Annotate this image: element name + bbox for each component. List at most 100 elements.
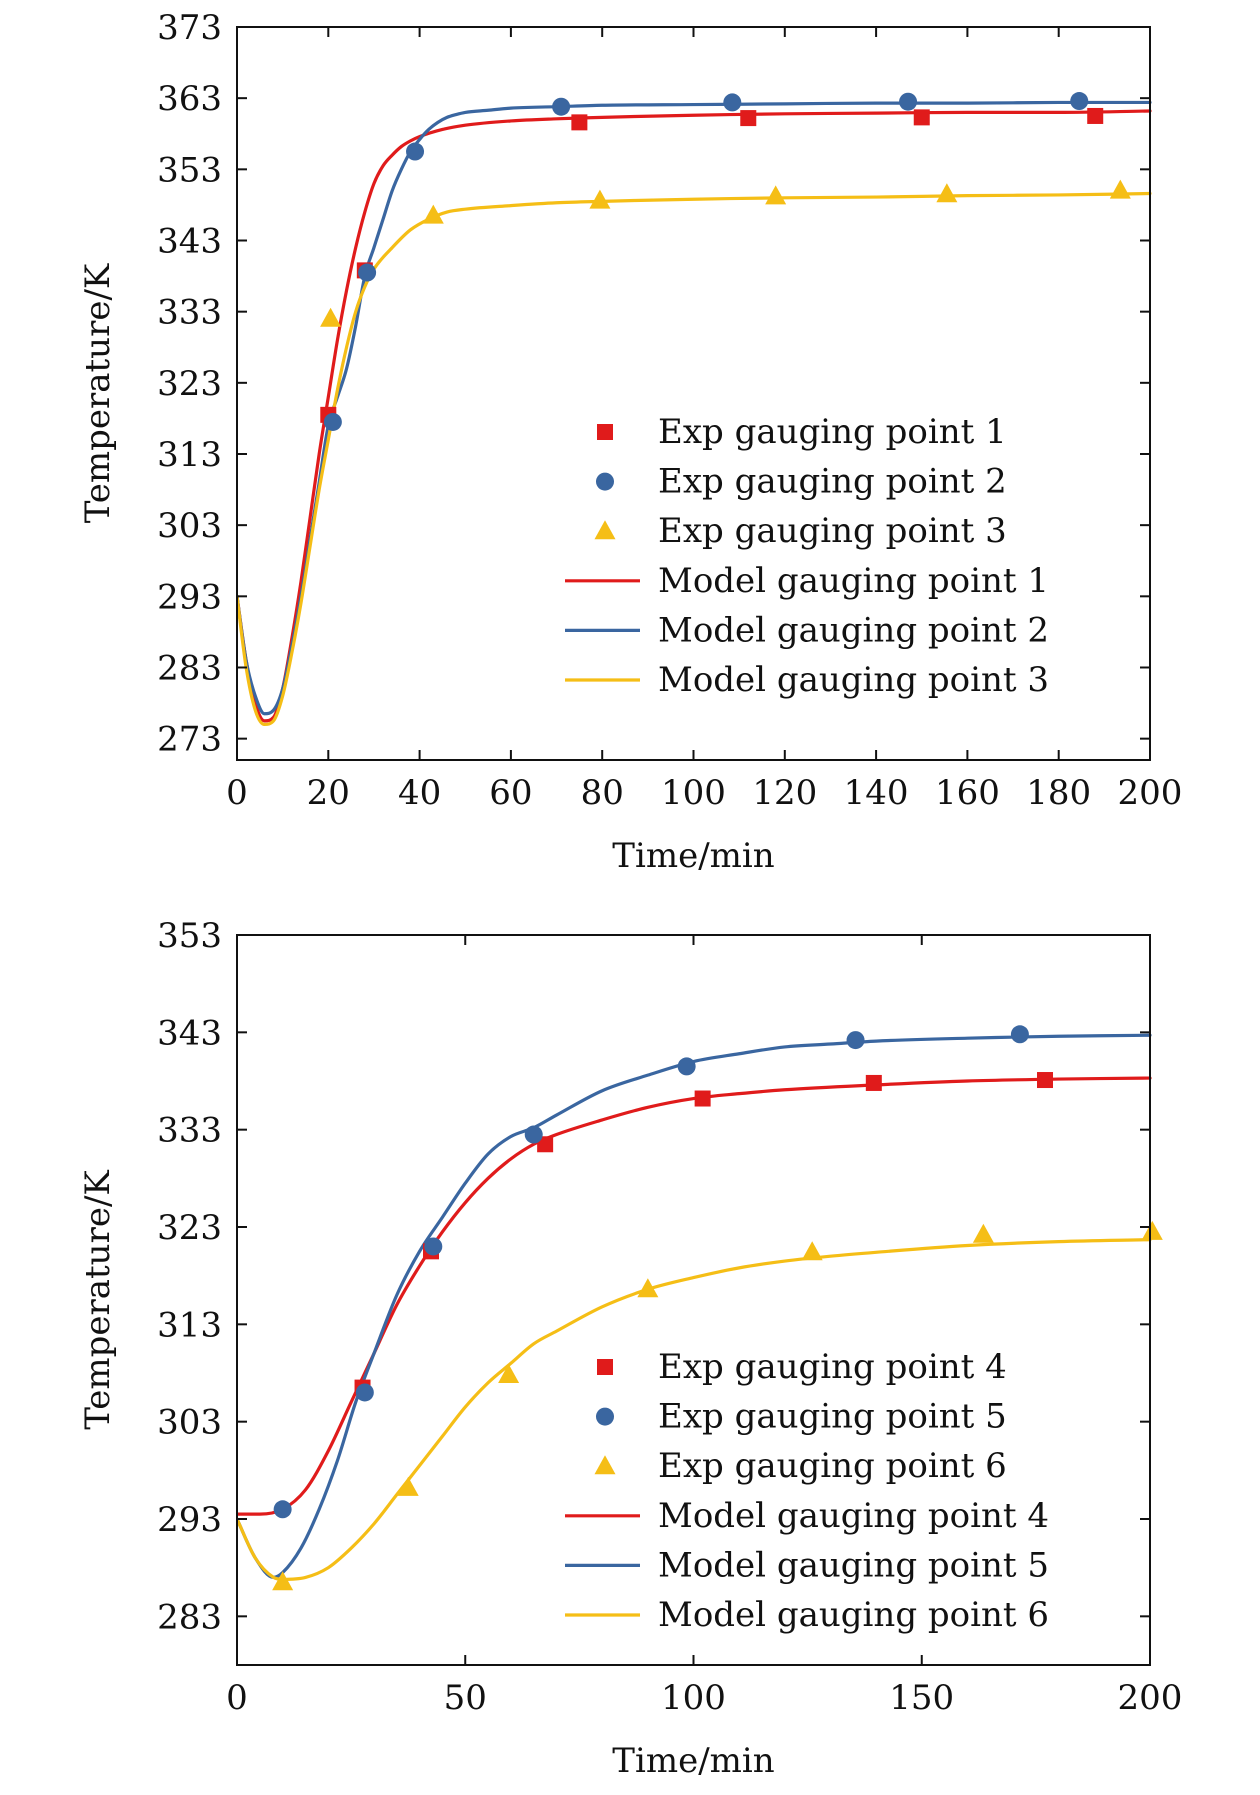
chart-bottom-data-point — [637, 1278, 659, 1298]
chart-bottom-data-point — [355, 1383, 374, 1402]
chart-bottom-y-tick-label: 333 — [157, 1111, 222, 1151]
chart-bottom-legend-label-5: Model gauging point 5 — [658, 1545, 1049, 1585]
chart-top-x-tick-label: 140 — [844, 773, 909, 813]
chart-top-x-tick-label: 40 — [398, 773, 441, 813]
chart-top-x-tick-label: 0 — [226, 773, 248, 813]
chart-top-y-tick-label: 373 — [157, 8, 222, 48]
chart-bottom-data-point — [1010, 1025, 1029, 1044]
chart-bottom-ticks: 0 50 100 150 200 283 293 303 313 323 333 343 353 — [157, 916, 1182, 1718]
chart-top-x-tick-label: 80 — [581, 773, 624, 813]
chart-bottom-y-tick-label: 323 — [157, 1208, 222, 1248]
chart-bottom-data-point — [677, 1057, 696, 1076]
chart-bottom-y-tick-label: 293 — [157, 1500, 222, 1540]
chart-bottom-x-tick-label: 0 — [226, 1678, 248, 1718]
chart-bottom-data-point — [537, 1136, 554, 1153]
chart-bottom-x-tick-label: 100 — [661, 1678, 726, 1718]
chart-top-data-point — [320, 307, 342, 327]
chart-top-legend: Exp gauging point 1 Exp gauging point 2 Ex… — [565, 412, 1049, 700]
chart-bottom-data-point — [846, 1031, 865, 1050]
chart-top-data-point — [406, 142, 425, 161]
chart-bottom-y-tick-label: 283 — [157, 1597, 222, 1637]
chart-top-y-tick-label: 303 — [157, 506, 222, 546]
chart-top-y-tick-label: 343 — [157, 221, 222, 261]
chart-bottom-legend-label-6: Model gauging point 6 — [658, 1595, 1049, 1635]
chart-top-data-point — [571, 114, 588, 131]
chart-bottom: 0 50 100 150 200 283 293 303 313 323 333 343 353 Exp… — [78, 916, 1182, 1781]
chart-bottom-y-axis-title: Temperature/K — [78, 1170, 118, 1430]
chart-bottom-x-tick-label: 200 — [1118, 1678, 1183, 1718]
chart-top-legend-label-4: Model gauging point 1 — [658, 561, 1049, 601]
chart-bottom-data-point — [524, 1125, 543, 1144]
chart-bottom-data-point — [865, 1074, 882, 1091]
chart-top-y-tick-label: 353 — [157, 150, 222, 190]
chart-top-y-tick-label: 323 — [157, 364, 222, 404]
chart-top-legend-label-3: Exp gauging point 3 — [658, 511, 1007, 551]
chart-bottom-x-tick-label: 150 — [889, 1678, 954, 1718]
chart-bottom-y-tick-label: 353 — [157, 916, 222, 956]
chart-top-x-tick-label: 200 — [1118, 773, 1183, 813]
chart-bottom-data-point — [273, 1500, 292, 1519]
chart-top-legend-marker-1 — [597, 424, 613, 440]
chart-bottom-data-point — [801, 1241, 823, 1261]
chart-top-x-tick-label: 120 — [752, 773, 817, 813]
chart-top-y-tick-label: 333 — [157, 293, 222, 333]
chart-top-legend-label-2: Exp gauging point 2 — [658, 462, 1007, 502]
chart-top-ticks: 0 20 40 60 80 100 120 140 160 180 200 273 283 293 303 3… — [157, 8, 1182, 813]
chart-bottom-legend: Exp gauging point 4 Exp gauging point 5 Ex… — [565, 1347, 1049, 1635]
chart-bottom-series-line-4 — [237, 1076, 1152, 1516]
chart-top-y-tick-label: 313 — [157, 435, 222, 475]
chart-bottom-data-point — [1037, 1072, 1054, 1089]
chart-top-data-point — [323, 412, 342, 431]
chart-bottom-data-point — [424, 1237, 443, 1256]
chart-bottom-legend-marker-1 — [597, 1359, 613, 1375]
chart-top-data-point — [740, 110, 757, 127]
chart-top-legend-label-1: Exp gauging point 1 — [658, 412, 1007, 452]
chart-top-x-tick-label: 180 — [1026, 773, 1091, 813]
chart-top-y-tick-label: 283 — [157, 648, 222, 688]
chart-bottom-legend-marker-2 — [596, 1407, 614, 1426]
chart-top: 0 20 40 60 80 100 120 140 160 180 200 273 283 293 303 3… — [78, 8, 1182, 876]
chart-bottom-data-point — [1141, 1220, 1163, 1240]
chart-bottom-markers — [272, 1025, 1163, 1591]
chart-bottom-x-tick-label: 50 — [444, 1678, 487, 1718]
chart-top-x-tick-label: 100 — [661, 773, 726, 813]
chart-top-legend-marker-2 — [596, 472, 614, 491]
chart-bottom-data-point — [498, 1363, 520, 1383]
chart-top-y-tick-label: 293 — [157, 577, 222, 617]
chart-top-data-point — [723, 93, 742, 112]
chart-top-data-point — [1109, 179, 1131, 199]
chart-top-data-point — [936, 183, 958, 203]
chart-top-data-point — [899, 92, 918, 111]
chart-top-data-point — [552, 97, 571, 116]
chart-top-data-point — [358, 263, 377, 282]
chart-bottom-legend-label-4: Model gauging point 4 — [658, 1496, 1049, 1536]
chart-top-data-point — [1070, 92, 1089, 111]
chart-top-legend-marker-3 — [594, 520, 616, 540]
chart-top-x-tick-label: 60 — [489, 773, 532, 813]
chart-top-data-point — [913, 109, 930, 126]
chart-top-x-tick-label: 20 — [307, 773, 350, 813]
chart-top-y-tick-label: 273 — [157, 720, 222, 760]
chart-top-data-point — [589, 189, 611, 209]
chart-top-y-tick-label: 363 — [157, 79, 222, 119]
chart-top-legend-label-6: Model gauging point 3 — [658, 660, 1049, 700]
chart-top-data-point — [765, 185, 787, 205]
chart-bottom-data-point — [972, 1223, 994, 1243]
chart-bottom-y-tick-label: 303 — [157, 1403, 222, 1443]
chart-top-x-axis-title: Time/min — [612, 836, 774, 876]
chart-bottom-series-line-5 — [237, 1033, 1152, 1579]
chart-top-data-point — [422, 204, 444, 224]
chart-bottom-data-point — [397, 1476, 419, 1496]
chart-top-legend-label-5: Model gauging point 2 — [658, 610, 1049, 650]
chart-top-markers — [320, 92, 1131, 431]
chart-bottom-data-point — [272, 1571, 294, 1591]
chart-top-x-tick-label: 160 — [935, 773, 1000, 813]
chart-bottom-legend-label-2: Exp gauging point 5 — [658, 1397, 1007, 1437]
chart-top-data-point — [1087, 107, 1104, 124]
chart-bottom-y-tick-label: 313 — [157, 1305, 222, 1345]
chart-bottom-legend-label-1: Exp gauging point 4 — [658, 1347, 1007, 1387]
chart-bottom-data-point — [694, 1090, 711, 1107]
chart-bottom-legend-marker-3 — [594, 1455, 616, 1475]
